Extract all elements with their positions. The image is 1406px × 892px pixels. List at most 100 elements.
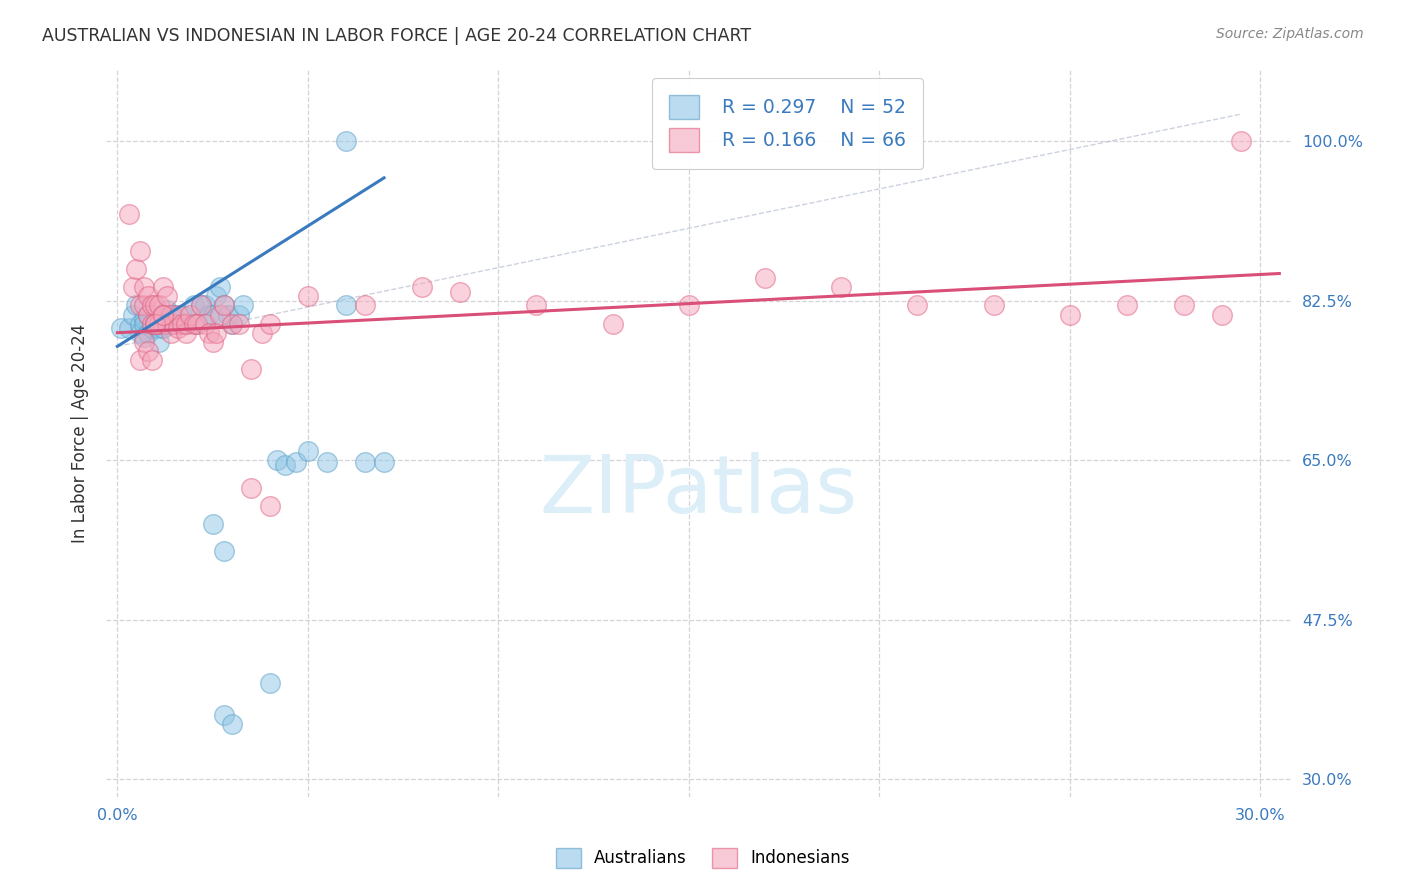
Point bbox=[145, 298, 167, 312]
Point bbox=[373, 455, 395, 469]
Point bbox=[285, 455, 308, 469]
Point bbox=[335, 298, 357, 312]
Point bbox=[145, 317, 167, 331]
Point bbox=[141, 321, 163, 335]
Point bbox=[148, 298, 170, 312]
Point bbox=[121, 308, 143, 322]
Point bbox=[205, 326, 228, 340]
Point bbox=[136, 289, 159, 303]
Point bbox=[145, 317, 167, 331]
Point bbox=[205, 289, 228, 303]
Point bbox=[239, 362, 262, 376]
Point bbox=[167, 321, 190, 335]
Legend: Australians, Indonesians: Australians, Indonesians bbox=[550, 841, 856, 875]
Point bbox=[274, 458, 297, 472]
Point bbox=[186, 317, 208, 331]
Point bbox=[174, 317, 197, 331]
Point bbox=[190, 298, 212, 312]
Point bbox=[335, 135, 357, 149]
Point bbox=[129, 353, 152, 368]
Point bbox=[125, 262, 148, 277]
Point bbox=[148, 334, 170, 349]
Point bbox=[217, 308, 239, 322]
Point bbox=[136, 343, 159, 358]
Point bbox=[354, 455, 377, 469]
Point bbox=[172, 317, 194, 331]
Point bbox=[179, 308, 201, 322]
Point bbox=[172, 308, 194, 322]
Point bbox=[1059, 308, 1081, 322]
Point bbox=[228, 308, 250, 322]
Text: AUSTRALIAN VS INDONESIAN IN LABOR FORCE | AGE 20-24 CORRELATION CHART: AUSTRALIAN VS INDONESIAN IN LABOR FORCE … bbox=[42, 27, 751, 45]
Point bbox=[145, 317, 167, 331]
Point bbox=[266, 453, 288, 467]
Point bbox=[259, 676, 281, 690]
Point bbox=[136, 326, 159, 340]
Point bbox=[132, 280, 155, 294]
Point bbox=[1230, 135, 1253, 149]
Point bbox=[141, 298, 163, 312]
Point bbox=[228, 317, 250, 331]
Point bbox=[156, 302, 179, 317]
Point bbox=[174, 317, 197, 331]
Point bbox=[148, 317, 170, 331]
Point bbox=[259, 317, 281, 331]
Point bbox=[159, 317, 181, 331]
Point bbox=[141, 317, 163, 331]
Point bbox=[197, 326, 219, 340]
Point bbox=[141, 353, 163, 368]
Point bbox=[129, 244, 152, 258]
Point bbox=[354, 298, 377, 312]
Point bbox=[297, 289, 319, 303]
Point bbox=[221, 717, 243, 731]
Point bbox=[183, 317, 205, 331]
Point bbox=[132, 334, 155, 349]
Point bbox=[163, 317, 186, 331]
Point bbox=[118, 321, 141, 335]
Point bbox=[449, 285, 471, 299]
Point bbox=[148, 321, 170, 335]
Point bbox=[129, 317, 152, 331]
Point bbox=[163, 308, 186, 322]
Point bbox=[152, 308, 174, 322]
Y-axis label: In Labor Force | Age 20-24: In Labor Force | Age 20-24 bbox=[72, 323, 89, 542]
Point bbox=[125, 298, 148, 312]
Point bbox=[297, 444, 319, 458]
Point bbox=[212, 544, 235, 558]
Point bbox=[156, 317, 179, 331]
Point bbox=[602, 317, 624, 331]
Point bbox=[110, 321, 132, 335]
Point bbox=[152, 321, 174, 335]
Point bbox=[212, 708, 235, 723]
Text: ZIPatlas: ZIPatlas bbox=[540, 452, 858, 530]
Legend:   R = 0.297    N = 52,   R = 0.166    N = 66: R = 0.297 N = 52, R = 0.166 N = 66 bbox=[652, 78, 922, 169]
Point bbox=[152, 317, 174, 331]
Point bbox=[212, 298, 235, 312]
Point bbox=[129, 298, 152, 312]
Point bbox=[156, 289, 179, 303]
Point bbox=[174, 326, 197, 340]
Point bbox=[194, 317, 217, 331]
Point bbox=[132, 317, 155, 331]
Point bbox=[212, 298, 235, 312]
Point bbox=[209, 280, 232, 294]
Point bbox=[830, 280, 852, 294]
Point bbox=[190, 298, 212, 312]
Point bbox=[183, 298, 205, 312]
Point bbox=[526, 298, 548, 312]
Point bbox=[136, 308, 159, 322]
Point bbox=[209, 308, 232, 322]
Point bbox=[121, 280, 143, 294]
Point bbox=[201, 334, 224, 349]
Point bbox=[905, 298, 928, 312]
Point bbox=[221, 317, 243, 331]
Point bbox=[132, 312, 155, 326]
Text: Source: ZipAtlas.com: Source: ZipAtlas.com bbox=[1216, 27, 1364, 41]
Point bbox=[132, 298, 155, 312]
Point bbox=[239, 481, 262, 495]
Point bbox=[250, 326, 273, 340]
Point bbox=[983, 298, 1005, 312]
Point bbox=[315, 455, 337, 469]
Point bbox=[201, 308, 224, 322]
Point bbox=[167, 317, 190, 331]
